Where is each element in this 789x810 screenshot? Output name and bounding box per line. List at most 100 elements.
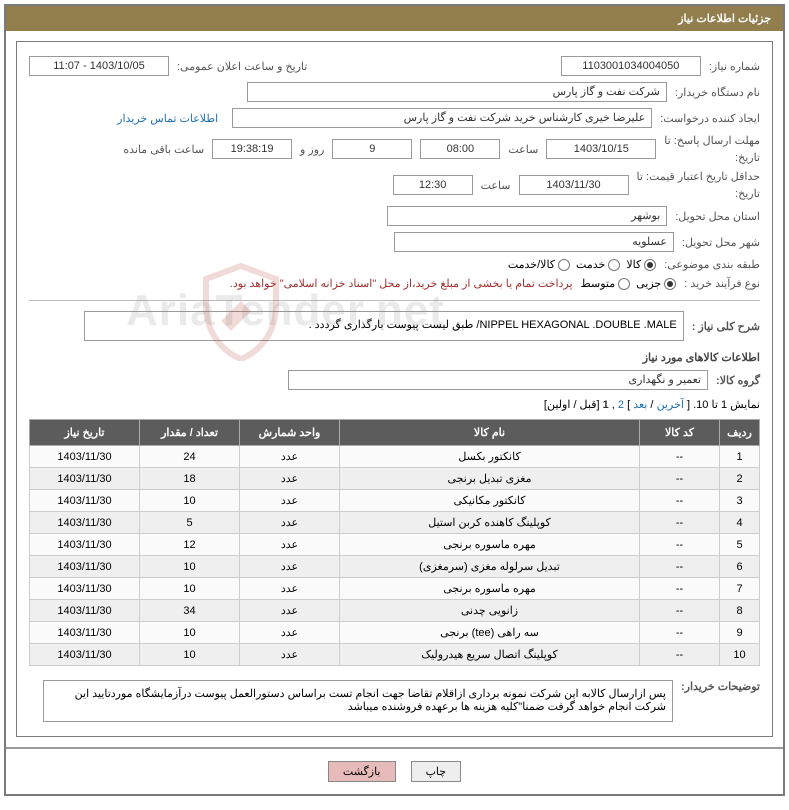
cell-row: 1 [720,446,760,468]
countdown-value: 19:38:19 [212,139,292,159]
table-row: 2--مغزی تبدیل برنجیعدد181403/11/30 [30,468,760,490]
radio-khadamat[interactable]: خدمت [576,258,620,271]
cell-name: مهره ماسوره برنجی [340,578,640,600]
cell-date: 1403/11/30 [30,490,140,512]
th-code: کد کالا [640,420,720,446]
cell-unit: عدد [240,534,340,556]
cell-row: 5 [720,534,760,556]
cell-qty: 10 [140,578,240,600]
back-button[interactable]: بازگشت [328,761,396,782]
table-row: 10--کوپلینگ اتصال سریع هیدرولیکعدد101403… [30,644,760,666]
cell-qty: 10 [140,490,240,512]
delivery-city-value: عسلویه [394,232,674,252]
cell-code: -- [640,578,720,600]
radio-jozi[interactable]: جزیی [636,277,676,290]
desc-label: شرح کلی نیاز : [692,320,760,333]
goods-table: ردیف کد کالا نام کالا واحد شمارش تعداد /… [29,419,760,666]
need-number-value: 1103001034004050 [561,56,701,76]
page-title: جزئیات اطلاعات نیاز [6,6,783,31]
cell-unit: عدد [240,468,340,490]
deadline-label-bottom: تاریخ: [664,151,760,164]
th-date: تاریخ نیاز [30,420,140,446]
buyer-org-label: نام دستگاه خریدار: [675,86,760,99]
cell-date: 1403/11/30 [30,644,140,666]
cell-code: -- [640,644,720,666]
cell-code: -- [640,600,720,622]
th-name: نام کالا [340,420,640,446]
announce-date-label: تاریخ و ساعت اعلان عمومی: [177,60,307,73]
th-unit: واحد شمارش [240,420,340,446]
cell-row: 3 [720,490,760,512]
pagination: نمایش 1 تا 10. [ آخرین / بعد ] 2 , 1 [قب… [29,398,760,411]
min-valid-time-value: 12:30 [393,175,473,195]
pagination-sep1: / [647,399,653,411]
min-valid-label-bottom: تاریخ: [637,187,760,200]
cell-qty: 5 [140,512,240,534]
deadline-date-value: 1403/10/15 [546,139,656,159]
purchase-note: پرداخت تمام یا بخشی از مبلغ خرید،از محل … [230,277,573,290]
buyer-org-value: شرکت نفت و گاز پارس [247,82,667,102]
cell-unit: عدد [240,600,340,622]
cell-row: 10 [720,644,760,666]
announce-date-value: 1403/10/05 - 11:07 [29,56,169,76]
cell-unit: عدد [240,578,340,600]
table-row: 5--مهره ماسوره برنجیعدد121403/11/30 [30,534,760,556]
cell-code: -- [640,468,720,490]
cell-date: 1403/11/30 [30,512,140,534]
main-container: AriaTender.net جزئیات اطلاعات نیاز شماره… [4,4,785,796]
cell-row: 7 [720,578,760,600]
cell-row: 9 [720,622,760,644]
th-qty: تعداد / مقدار [140,420,240,446]
cell-qty: 10 [140,644,240,666]
requester-value: علیرضا خیری کارشناس خرید شرکت نفت و گاز … [232,108,652,128]
subject-class-radio-group: کالا خدمت کالا/خدمت [508,258,656,271]
cell-date: 1403/11/30 [30,468,140,490]
pagination-next-link[interactable]: بعد [633,399,647,411]
radio-jozi-label: جزیی [636,277,661,290]
cell-qty: 10 [140,622,240,644]
table-row: 1--کانکتور بکسلعدد241403/11/30 [30,446,760,468]
cell-name: کوپلینگ اتصال سریع هیدرولیک [340,644,640,666]
radio-motavaset-label: متوسط [581,277,616,290]
radio-kala-label: کالا [626,258,641,271]
cell-row: 4 [720,512,760,534]
details-box: شماره نیاز: 1103001034004050 تاریخ و ساع… [16,41,773,737]
buyer-notes-label: توضیحات خریدار: [681,680,760,693]
pagination-last-link[interactable]: آخرین [657,399,684,411]
cell-name: مهره ماسوره برنجی [340,534,640,556]
print-button[interactable]: چاپ [411,761,462,782]
cell-qty: 12 [140,534,240,556]
cell-code: -- [640,534,720,556]
radio-kala[interactable]: کالا [626,258,656,271]
cell-name: مغزی تبدیل برنجی [340,468,640,490]
table-row: 9--سه راهی (tee) برنجیعدد101403/11/30 [30,622,760,644]
group-value: تعمیر و نگهداری [288,370,708,390]
cell-name: کوپلینگ کاهنده کربن استیل [340,512,640,534]
cell-code: -- [640,556,720,578]
pagination-first: [قبل / اولین] [544,399,600,411]
pagination-sep2: ] [624,399,630,411]
radio-kala-khadamat[interactable]: کالا/خدمت [508,258,570,271]
cell-unit: عدد [240,512,340,534]
cell-unit: عدد [240,490,340,512]
contact-info-link[interactable]: اطلاعات تماس خریدار [117,112,218,125]
table-row: 4--کوپلینگ کاهنده کربن استیلعدد51403/11/… [30,512,760,534]
delivery-province-label: استان محل تحویل: [675,210,760,223]
days-value: 9 [332,139,412,159]
deadline-time-label: ساعت [508,143,538,156]
cell-date: 1403/11/30 [30,578,140,600]
table-row: 8--زانویی چدنیعدد341403/11/30 [30,600,760,622]
days-and-label: روز و [300,143,324,156]
remaining-label: ساعت باقی مانده [123,143,204,156]
goods-info-title: اطلاعات کالاهای مورد نیاز [29,351,760,364]
deadline-label-top: مهلت ارسال پاسخ: تا [664,134,760,147]
cell-name: زانویی چدنی [340,600,640,622]
radio-motavaset[interactable]: متوسط [581,277,631,290]
cell-date: 1403/11/30 [30,622,140,644]
cell-unit: عدد [240,622,340,644]
cell-unit: عدد [240,556,340,578]
group-label: گروه کالا: [716,374,760,387]
purchase-type-label: نوع فرآیند خرید : [684,277,760,290]
cell-qty: 18 [140,468,240,490]
cell-name: تبدیل سرلوله مغزی (سرمغزی) [340,556,640,578]
